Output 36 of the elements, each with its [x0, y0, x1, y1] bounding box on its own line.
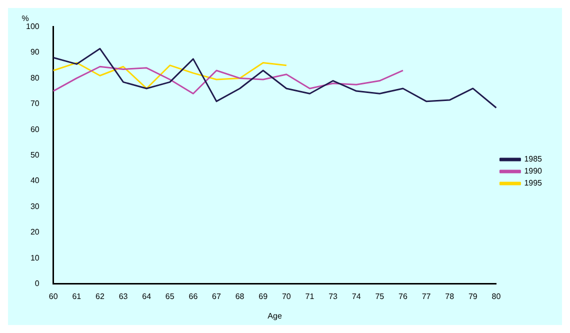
y-tick-label: 90: [30, 48, 40, 57]
y-tick-label: 30: [30, 202, 40, 211]
y-tick-label: 10: [30, 253, 40, 262]
x-tick-label: 75: [375, 292, 385, 301]
x-tick-label: 71: [305, 292, 315, 301]
x-tick-label: 69: [258, 292, 268, 301]
x-tick-label: 77: [422, 292, 432, 301]
x-tick-label: 65: [165, 292, 175, 301]
x-tick-label: 62: [96, 292, 105, 301]
x-tick-label: 79: [468, 292, 478, 301]
y-axis-title: %: [22, 14, 29, 23]
x-tick-label: 60: [48, 292, 58, 301]
x-tick-label: 74: [352, 292, 362, 301]
x-tick-label: 67: [212, 292, 222, 301]
x-tick-label: 78: [445, 292, 455, 301]
x-tick-label: 64: [142, 292, 152, 301]
y-tick-label: 100: [26, 22, 40, 32]
x-tick-label: 61: [72, 292, 82, 301]
legend-label: 1985: [524, 154, 543, 164]
y-tick-label: 40: [30, 176, 40, 186]
x-tick-label: 68: [235, 292, 245, 301]
y-tick-label: 80: [30, 73, 40, 82]
x-tick-label: 80: [492, 292, 502, 301]
x-tick-label: 73: [328, 292, 338, 301]
y-tick-label: 50: [30, 150, 40, 160]
y-tick-label: 70: [30, 99, 40, 108]
y-tick-label: 0: [34, 279, 40, 288]
x-axis-title: Age: [268, 311, 282, 320]
y-tick-label: 60: [30, 124, 40, 134]
y-tick-label: 20: [30, 228, 40, 237]
legend-label: 1990: [524, 166, 543, 176]
x-tick-label: 70: [282, 292, 292, 301]
x-tick-label: 63: [118, 292, 128, 301]
legend-label: 1995: [524, 178, 543, 188]
x-tick-label: 76: [398, 292, 408, 301]
x-tick-label: 66: [188, 292, 198, 301]
